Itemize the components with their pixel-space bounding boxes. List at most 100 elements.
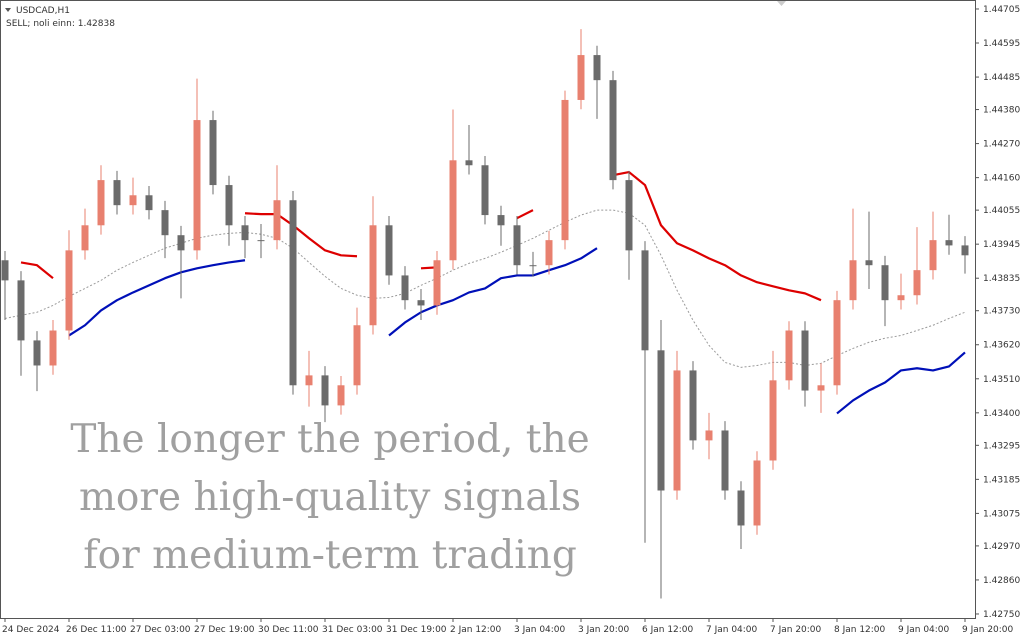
candle-body — [385, 225, 393, 276]
y-tick-label: 1.43075 — [983, 509, 1020, 519]
candle-body — [913, 270, 921, 296]
candle-body — [465, 160, 473, 166]
candle-body — [801, 330, 809, 391]
shift-marker[interactable] — [777, 1, 786, 6]
x-tick-label: 31 Dec 03:00 — [322, 625, 383, 635]
candle-body — [1, 260, 9, 281]
candle-body — [449, 160, 457, 261]
x-tick-label: 7 Jan 20:00 — [770, 625, 822, 635]
candle-body — [417, 300, 425, 306]
band-line — [68, 247, 966, 415]
candle-body — [193, 120, 201, 251]
candle-body — [289, 200, 297, 386]
candle-body — [113, 180, 121, 206]
x-tick-label: 24 Dec 2024 — [2, 625, 60, 635]
y-tick-label: 1.44055 — [983, 206, 1020, 216]
x-tick-label: 3 Jan 20:00 — [578, 625, 630, 635]
overlay-text: The longer the period, the — [70, 417, 589, 462]
x-tick-label: 8 Jan 12:00 — [834, 625, 886, 635]
candle-body — [849, 260, 857, 301]
candle-body — [321, 375, 329, 406]
band-line — [20, 170, 822, 302]
x-tick-label: 27 Dec 19:00 — [194, 625, 255, 635]
candle-body — [929, 240, 937, 271]
candle-body — [737, 490, 745, 526]
y-tick-label: 1.43510 — [983, 375, 1020, 385]
y-tick-label: 1.44485 — [983, 73, 1020, 83]
y-tick-label: 1.43295 — [983, 441, 1020, 451]
chart-title: USDCAD,H1 — [16, 6, 70, 16]
candle-body — [225, 185, 233, 226]
candle-body — [337, 385, 345, 406]
candle-body — [609, 80, 617, 181]
candle-body — [369, 225, 377, 326]
candle-body — [353, 325, 361, 386]
candle-body — [945, 240, 953, 246]
candle-body — [241, 225, 249, 241]
candle-body — [49, 330, 57, 366]
candle-body — [401, 275, 409, 301]
x-tick-label: 9 Jan 20:00 — [962, 625, 1014, 635]
y-tick-label: 1.43400 — [983, 409, 1020, 419]
candle-body — [705, 430, 713, 441]
candle-body — [433, 260, 441, 306]
candle-body — [257, 240, 265, 242]
x-tick-label: 6 Jan 12:00 — [642, 625, 694, 635]
candle-body — [689, 370, 697, 441]
candle-body — [177, 235, 185, 251]
y-tick-label: 1.44380 — [983, 106, 1020, 116]
x-tick-label: 27 Dec 03:00 — [130, 625, 191, 635]
candle-body — [577, 55, 585, 100]
y-tick-label: 1.43620 — [983, 341, 1020, 351]
y-tick-label: 1.42860 — [983, 576, 1020, 586]
x-tick-label: 3 Jan 04:00 — [514, 625, 566, 635]
x-tick-label: 9 Jan 04:00 — [898, 625, 950, 635]
candle-body — [17, 280, 25, 341]
x-tick-label: 31 Dec 19:00 — [386, 625, 447, 635]
candle-body — [641, 250, 649, 351]
candle-body — [81, 225, 89, 251]
candle-body — [273, 200, 281, 241]
candle-body — [145, 195, 153, 211]
candle-body — [721, 430, 729, 491]
candle-body — [817, 385, 825, 391]
y-tick-label: 1.42750 — [983, 610, 1020, 620]
overlay-text: for medium-term trading — [83, 533, 577, 578]
y-tick-label: 1.44270 — [983, 140, 1020, 150]
candle-body — [561, 99, 569, 241]
plot-frame — [0, 0, 976, 619]
candle-body — [65, 250, 73, 331]
y-tick-label: 1.42970 — [983, 542, 1020, 552]
candle-body — [305, 375, 313, 386]
candle-body — [625, 180, 633, 251]
y-tick-label: 1.44160 — [983, 174, 1020, 184]
candle-body — [769, 380, 777, 461]
candle-body — [657, 350, 665, 491]
x-tick-label: 7 Jan 04:00 — [706, 625, 758, 635]
overlay-text: more high-quality signals — [79, 475, 581, 520]
candle-body — [129, 195, 137, 206]
candle-body — [513, 225, 521, 266]
candle-body — [529, 265, 537, 267]
candle-body — [961, 245, 969, 256]
collapse-arrow[interactable] — [5, 8, 11, 12]
candle-body — [753, 460, 761, 526]
y-tick-label: 1.43945 — [983, 240, 1020, 250]
chart-subtitle: SELL; noli einn: 1.42838 — [6, 19, 115, 29]
y-tick-label: 1.43185 — [983, 475, 1020, 485]
plot — [1, 29, 969, 599]
x-tick-label: 26 Dec 11:00 — [66, 625, 127, 635]
candle-body — [545, 240, 553, 266]
candle-body — [481, 165, 489, 216]
y-tick-label: 1.43730 — [983, 307, 1020, 317]
candle-body — [209, 120, 217, 186]
x-tick-label: 2 Jan 12:00 — [450, 625, 502, 635]
candle-body — [593, 55, 601, 81]
candle-body — [785, 330, 793, 381]
candle-body — [673, 370, 681, 491]
candle-body — [497, 215, 505, 226]
y-tick-label: 1.43835 — [983, 274, 1020, 284]
y-tick-label: 1.44705 — [983, 5, 1020, 15]
candle-body — [897, 295, 905, 301]
